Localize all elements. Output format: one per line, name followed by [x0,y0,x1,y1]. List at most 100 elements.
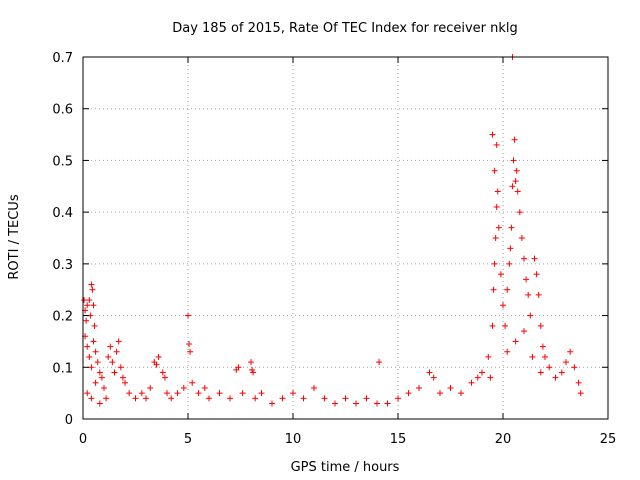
data-point [185,312,191,319]
data-point [563,359,569,366]
data-point [111,369,118,376]
data-point [122,379,128,386]
data-point [249,366,256,373]
data-point [98,374,105,381]
data-point [474,374,481,381]
data-point [529,353,536,360]
data-point [374,400,380,407]
data-point [521,328,527,335]
data-point [353,400,359,407]
x-tick-label: 15 [390,432,407,447]
data-point [495,224,502,231]
data-point [89,286,96,293]
data-point [126,390,133,397]
y-tick-label: 0.7 [52,51,73,66]
data-point [376,359,383,366]
data-point [109,359,116,366]
data-point [489,131,496,138]
data-point [577,390,584,397]
data-point [533,271,540,278]
data-point [92,348,99,355]
data-point [510,157,517,164]
data-point [132,395,139,402]
data-point [447,384,454,391]
data-point [491,167,498,174]
data-point [332,400,338,407]
data-point [252,395,259,402]
data-point [180,384,187,391]
data-point [187,348,194,355]
axes-frame [82,56,609,420]
data-point [479,369,485,376]
data-point [518,235,525,241]
data-point [493,203,500,210]
data-point [159,369,166,376]
data-point [468,379,475,386]
data-point [84,302,91,309]
data-point [92,379,99,386]
data-point [94,359,101,366]
y-tick-label: 0.1 [52,361,73,376]
data-point [81,297,88,304]
data-point [537,369,544,376]
data-point [513,167,520,174]
data-point [508,224,515,231]
data-point [86,297,93,304]
x-tick-label: 10 [285,432,302,447]
data-point [504,348,511,355]
x-tick-label: 20 [495,432,512,447]
data-point [195,390,202,397]
data-point [103,395,110,402]
y-tick-label: 0.4 [52,206,73,221]
data-point [384,400,391,407]
y-axis-ticks: 0 0.1 0.2 0.3 0.4 0.5 0.6 0.7 [52,51,608,428]
data-point [84,390,91,397]
data-point [512,178,519,185]
data-point [405,390,412,397]
data-point [487,374,494,381]
y-tick-label: 0.5 [52,154,73,169]
data-point [494,188,501,195]
data-point [115,338,122,345]
x-axis-ticks: 0 5 10 15 20 25 [79,57,616,447]
data-point [155,353,162,360]
data-point [542,353,548,360]
data-point [507,245,514,252]
data-point [514,188,521,195]
y-tick-label: 0 [65,413,73,428]
data-point [516,209,523,216]
data-point [216,390,223,397]
data-point [107,343,114,350]
data-point [430,374,437,381]
data-point [363,395,370,402]
data-point [521,255,527,262]
data-point [96,400,103,407]
data-point [101,384,107,391]
x-tick-label: 0 [79,432,87,447]
data-point [164,390,170,397]
data-point [86,353,93,360]
data-point [248,359,254,366]
data-point [509,183,516,190]
data-point [90,302,97,309]
data-point [250,369,257,376]
data-point [511,136,518,143]
data-point [258,390,265,397]
data-point [485,353,492,360]
data-point [492,235,499,241]
data-point [227,395,233,402]
y-tick-label: 0.3 [52,258,73,273]
data-point [186,341,193,348]
data-point [321,395,328,402]
data-point [84,343,91,350]
data-point [105,353,112,360]
data-point [88,281,95,288]
data-point [571,364,578,371]
data-point [88,395,95,402]
data-point [206,395,212,402]
data-point [539,343,546,350]
data-point [497,271,504,278]
data-point [535,291,542,298]
data-point [500,302,506,309]
